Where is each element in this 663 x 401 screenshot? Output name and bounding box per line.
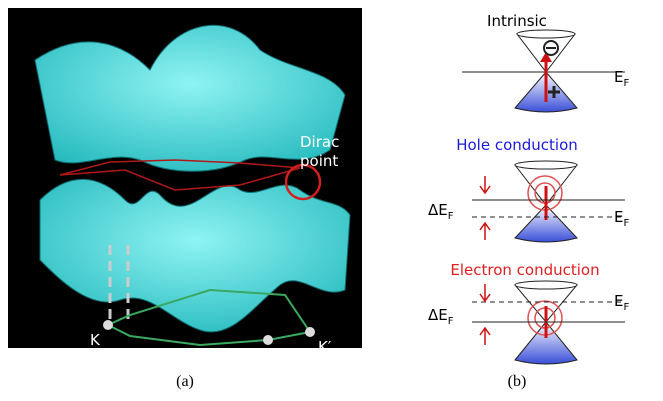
fermi-sub: F bbox=[623, 218, 629, 229]
fermi-label: EF bbox=[614, 208, 629, 229]
delta-arrow bbox=[480, 284, 490, 301]
delta-arrow bbox=[480, 223, 490, 240]
k-point bbox=[103, 320, 113, 330]
delta-label: ΔEF bbox=[428, 306, 454, 327]
point-label: M bbox=[262, 348, 275, 366]
cone-top bbox=[515, 161, 577, 169]
delta-main: ΔE bbox=[428, 306, 448, 324]
point-label: K bbox=[90, 331, 101, 349]
fermi-label: EF bbox=[614, 68, 629, 89]
caption: (a) bbox=[176, 373, 194, 390]
caption: (b) bbox=[508, 373, 527, 390]
k-prime-point bbox=[305, 327, 315, 337]
fermi-sub: F bbox=[623, 302, 629, 313]
delta-label: ΔEF bbox=[428, 201, 454, 222]
delta-arrow bbox=[480, 328, 490, 345]
fermi-main: E bbox=[614, 68, 623, 86]
fermi-main: E bbox=[614, 208, 623, 226]
dirac-label: Dirac bbox=[300, 133, 339, 151]
fermi-sub: F bbox=[623, 78, 629, 89]
figure: Dirac point K M K′ (a) Intrinsic EF Hole… bbox=[0, 0, 663, 401]
electron-title: Electron conduction bbox=[450, 261, 599, 279]
delta-sub: F bbox=[448, 316, 454, 327]
delta-main: ΔE bbox=[428, 201, 448, 219]
fermi-main: E bbox=[614, 292, 623, 310]
cone-top bbox=[517, 30, 575, 38]
dirac-label: point bbox=[300, 152, 338, 170]
m-point bbox=[263, 335, 273, 345]
delta-arrow bbox=[480, 176, 490, 193]
hole-title: Hole conduction bbox=[456, 136, 578, 154]
intrinsic-title: Intrinsic bbox=[487, 12, 547, 30]
fermi-label: EF bbox=[614, 292, 629, 313]
cone-top bbox=[515, 281, 577, 289]
point-label: K′ bbox=[318, 338, 332, 356]
delta-sub: F bbox=[448, 211, 454, 222]
